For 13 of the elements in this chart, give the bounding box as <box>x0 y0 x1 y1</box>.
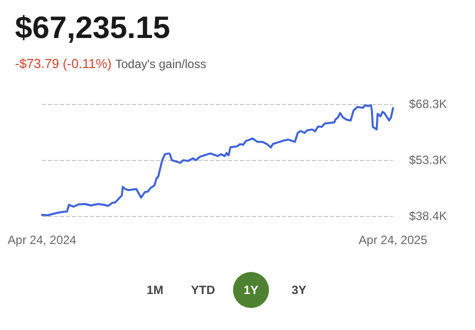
text: 1M <box>146 282 164 299</box>
y-tick-label: $53.3K <box>409 153 448 168</box>
text: 1Y <box>233 272 269 308</box>
line-series <box>41 104 394 216</box>
text: 3Y <box>290 282 308 299</box>
text: Today's gain/loss <box>115 57 206 71</box>
y-tick-label: $68.3K <box>409 97 448 111</box>
x-tick-label: Apr 24, 2025 <box>358 233 428 247</box>
y-tick-label: $38.4K <box>409 209 448 223</box>
x-tick-label: Apr 24, 2024 <box>8 233 77 247</box>
text: YTD <box>190 282 216 299</box>
chart-title: $67,235.15 <box>15 10 170 46</box>
chart-subtitle: -$73.79 (-0.11%) <box>15 56 112 71</box>
